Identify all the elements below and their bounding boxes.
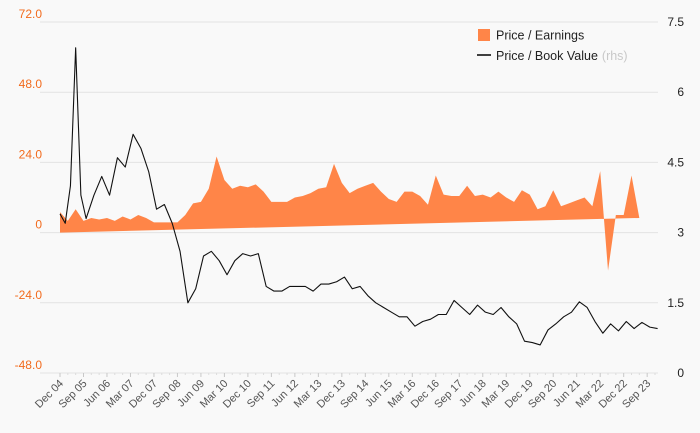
legend-swatch-pe (478, 29, 490, 41)
pe-area-layer (60, 156, 640, 271)
y-left-tick-label: -24.0 (15, 288, 43, 302)
y-right-tick-label: 6 (677, 85, 684, 99)
y-left-tick-label: 0 (35, 218, 42, 232)
y-right-tick-label: 0 (677, 366, 684, 380)
y-left-tick-label: 72.0 (19, 7, 43, 21)
y-right-tick-label: 1.5 (667, 296, 684, 310)
series-price-book-line (59, 47, 658, 346)
y-right-tick-label: 7.5 (667, 15, 684, 29)
series-price-earnings-area (60, 156, 640, 271)
legend-label-pb: Price / Book Value (rhs) (496, 49, 628, 63)
y-right-tick-label: 3 (677, 226, 684, 240)
y-left-tick-label: 48.0 (19, 77, 43, 91)
gridlines (40, 21, 658, 374)
legend-label-pe: Price / Earnings (496, 29, 584, 43)
y-left-tick-label: 24.0 (19, 147, 43, 161)
y-left-tick-label: -48.0 (15, 358, 43, 372)
pb-line-layer (59, 47, 658, 346)
y-right-tick-label: 4.5 (667, 155, 684, 169)
legend: Price / Earnings Price / Book Value (rhs) (477, 29, 628, 63)
